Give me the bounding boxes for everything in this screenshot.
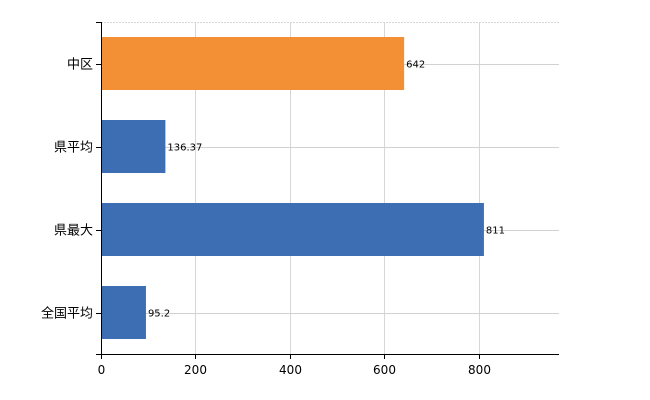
- x-tick-label: 600: [373, 363, 396, 377]
- x-tick-label: 0: [98, 363, 106, 377]
- data-label: 811: [486, 226, 505, 237]
- category-label: 県平均: [54, 141, 93, 156]
- x-tick-label: 800: [468, 363, 491, 377]
- bar: [101, 120, 166, 173]
- bar: [101, 203, 484, 256]
- data-label: 642: [406, 60, 425, 71]
- x-tick-label: 200: [184, 363, 207, 377]
- x-tick-label: 400: [279, 363, 302, 377]
- category-label: 県最大: [54, 224, 93, 239]
- data-label: 95.2: [148, 309, 170, 320]
- bar: [101, 286, 146, 339]
- bars: [101, 37, 484, 339]
- data-labels: 642 136.37 811 95.2: [148, 60, 505, 320]
- category-label: 中区: [67, 58, 93, 73]
- bar: [101, 37, 405, 90]
- data-label: 136.37: [167, 143, 202, 154]
- category-label: 全国平均: [41, 306, 93, 322]
